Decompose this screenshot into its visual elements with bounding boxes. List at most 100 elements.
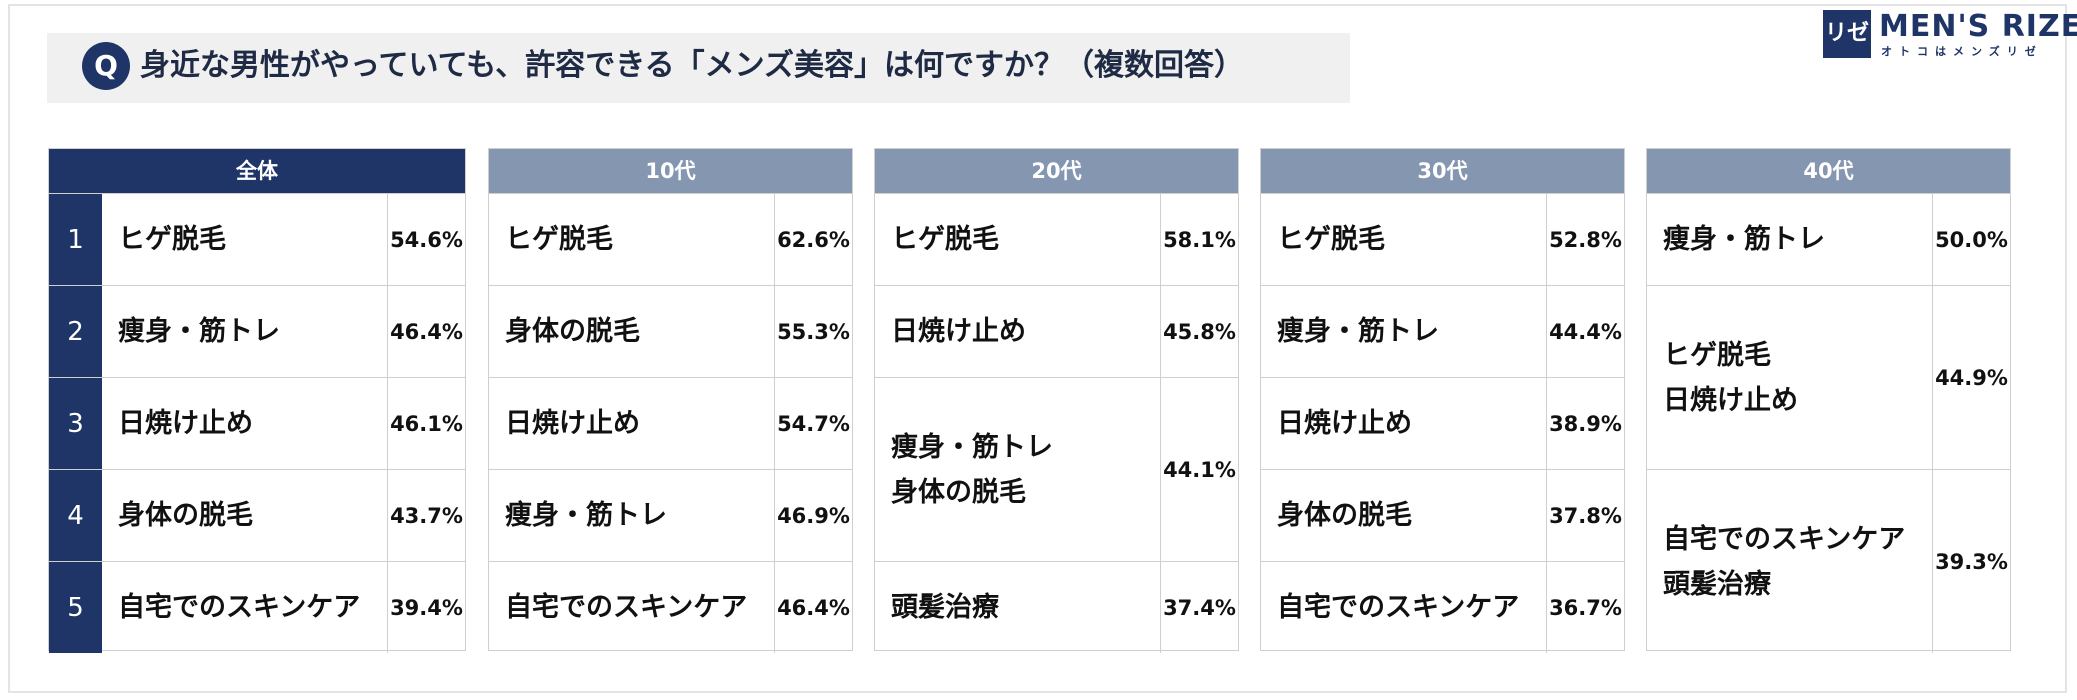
item-percentage: 55.3% — [774, 286, 852, 377]
item-label: 自宅でのスキンケア — [505, 562, 793, 653]
item-label: 自宅でのスキンケア 頭髪治療 — [1663, 470, 1951, 653]
item-label: 日焼け止め — [1277, 378, 1565, 469]
item-label-line: 自宅でのスキンケア — [118, 592, 361, 623]
item-label-line: 痩身・筋トレ — [891, 431, 1053, 463]
item-label-line: 頭髪治療 — [891, 592, 999, 623]
item-label-line: ヒゲ脱毛 — [1663, 339, 1771, 371]
item-label-line: ヒゲ脱毛 — [118, 224, 226, 255]
item-percentage: 37.4% — [1160, 562, 1238, 653]
panel-header: 30代 — [1261, 149, 1624, 193]
ranking-row: 自宅でのスキンケア 36.7% — [1261, 561, 1624, 653]
item-percentage: 39.4% — [387, 562, 465, 653]
item-label-line: 頭髪治療 — [1663, 568, 1771, 600]
logo-tagline: オトコはメンズリゼ — [1881, 45, 2043, 58]
ranking-panel: 全体 1 ヒゲ脱毛 54.6% 2 痩身・筋トレ 46.4% 3 日焼け止め 46.1% 4 身体の脱… — [48, 148, 466, 653]
item-label: 痩身・筋トレ — [118, 286, 406, 377]
panel-header: 40代 — [1647, 149, 2010, 193]
item-label-line: ヒゲ脱毛 — [891, 224, 999, 255]
item-label-line: 日焼け止め — [1277, 408, 1412, 439]
rank-number: 3 — [49, 378, 102, 469]
item-label: 痩身・筋トレ — [1277, 286, 1565, 377]
ranking-row: 頭髪治療 37.4% — [875, 561, 1238, 653]
item-percentage: 46.9% — [774, 470, 852, 561]
item-percentage: 58.1% — [1160, 194, 1238, 285]
ranking-row: ヒゲ脱毛 62.6% — [489, 193, 852, 285]
ranking-row: 身体の脱毛 55.3% — [489, 285, 852, 377]
panel-header: 全体 — [49, 149, 465, 193]
item-label: ヒゲ脱毛 — [891, 194, 1179, 285]
item-label-line: ヒゲ脱毛 — [1277, 224, 1385, 255]
ranking-row: 自宅でのスキンケア 頭髪治療 39.3% — [1647, 469, 2010, 653]
item-label: 痩身・筋トレ — [505, 470, 793, 561]
item-label: 痩身・筋トレ — [1663, 194, 1951, 285]
ranking-row: 2 痩身・筋トレ 46.4% — [49, 285, 465, 377]
item-label-line: 日焼け止め — [1663, 384, 1798, 416]
item-label-line: 日焼け止め — [505, 408, 640, 439]
ranking-panel: 10代 ヒゲ脱毛 62.6% 身体の脱毛 55.3% 日焼け止め 54.7% 痩身・筋トレ 46… — [488, 148, 853, 653]
ranking-row: 自宅でのスキンケア 46.4% — [489, 561, 852, 653]
item-label: ヒゲ脱毛 — [1277, 194, 1565, 285]
item-label: 日焼け止め — [505, 378, 793, 469]
rank-number: 4 — [49, 470, 102, 561]
content-frame — [8, 4, 2067, 693]
item-label-line: 身体の脱毛 — [1277, 500, 1412, 531]
item-percentage: 39.3% — [1932, 470, 2010, 653]
panel-header: 20代 — [875, 149, 1238, 193]
item-label-line: 痩身・筋トレ — [505, 500, 667, 531]
item-percentage: 44.9% — [1932, 286, 2010, 469]
brand-logo: リゼ MEN'S RIZE オトコはメンズリゼ — [1823, 9, 2077, 60]
item-label: 身体の脱毛 — [118, 470, 406, 561]
item-percentage: 54.7% — [774, 378, 852, 469]
item-percentage: 44.1% — [1160, 378, 1238, 561]
item-label: ヒゲ脱毛 日焼け止め — [1663, 286, 1951, 469]
item-percentage: 43.7% — [387, 470, 465, 561]
item-label: 頭髪治療 — [891, 562, 1179, 653]
question-banner — [47, 33, 1350, 103]
question-text: 身近な男性がやっていても、許容できる「メンズ美容」は何ですか？（複数回答） — [140, 48, 1244, 83]
logo-name: MEN'S RIZE — [1879, 9, 2077, 44]
rank-number: 1 — [49, 194, 102, 285]
ranking-row: 身体の脱毛 37.8% — [1261, 469, 1624, 561]
ranking-panel: 40代 痩身・筋トレ 50.0% ヒゲ脱毛 日焼け止め 44.9% 自宅でのスキンケア 頭髪治… — [1646, 148, 2011, 653]
ranking-row: 痩身・筋トレ 46.9% — [489, 469, 852, 561]
item-percentage: 46.4% — [387, 286, 465, 377]
ranking-row: 日焼け止め 54.7% — [489, 377, 852, 469]
item-label: 自宅でのスキンケア — [118, 562, 406, 653]
item-label-line: 自宅でのスキンケア — [1277, 592, 1520, 623]
item-percentage: 62.6% — [774, 194, 852, 285]
item-label-line: 自宅でのスキンケア — [505, 592, 748, 623]
item-label-line: 痩身・筋トレ — [1663, 224, 1825, 255]
item-label-line: 身体の脱毛 — [118, 500, 253, 531]
item-label-line: 自宅でのスキンケア — [1663, 523, 1906, 555]
ranking-row: 5 自宅でのスキンケア 39.4% — [49, 561, 465, 653]
item-percentage: 46.4% — [774, 562, 852, 653]
item-label-line: 日焼け止め — [891, 316, 1026, 347]
item-label: 日焼け止め — [118, 378, 406, 469]
item-label-line: 身体の脱毛 — [505, 316, 640, 347]
item-percentage: 50.0% — [1932, 194, 2010, 285]
ranking-row: 4 身体の脱毛 43.7% — [49, 469, 465, 561]
rank-number: 5 — [49, 562, 102, 653]
ranking-panel: 20代 ヒゲ脱毛 58.1% 日焼け止め 45.8% 痩身・筋トレ 身体の脱毛 44.1% 頭髪… — [874, 148, 1239, 653]
item-label: 日焼け止め — [891, 286, 1179, 377]
item-label: 自宅でのスキンケア — [1277, 562, 1565, 653]
ranking-row: ヒゲ脱毛 52.8% — [1261, 193, 1624, 285]
item-label-line: 日焼け止め — [118, 408, 253, 439]
item-percentage: 36.7% — [1546, 562, 1624, 653]
ranking-row: 日焼け止め 38.9% — [1261, 377, 1624, 469]
ranking-panel: 30代 ヒゲ脱毛 52.8% 痩身・筋トレ 44.4% 日焼け止め 38.9% 身体の脱毛 37… — [1260, 148, 1625, 653]
item-percentage: 45.8% — [1160, 286, 1238, 377]
item-label: 身体の脱毛 — [1277, 470, 1565, 561]
logo-mark: リゼ — [1823, 10, 1871, 58]
item-percentage: 37.8% — [1546, 470, 1624, 561]
item-percentage: 44.4% — [1546, 286, 1624, 377]
item-label: 痩身・筋トレ 身体の脱毛 — [891, 378, 1179, 561]
item-label-line: 痩身・筋トレ — [1277, 316, 1439, 347]
item-percentage: 38.9% — [1546, 378, 1624, 469]
panel-header: 10代 — [489, 149, 852, 193]
ranking-row: 3 日焼け止め 46.1% — [49, 377, 465, 469]
item-percentage: 54.6% — [387, 194, 465, 285]
item-label: 身体の脱毛 — [505, 286, 793, 377]
ranking-row: 痩身・筋トレ 50.0% — [1647, 193, 2010, 285]
item-percentage: 46.1% — [387, 378, 465, 469]
